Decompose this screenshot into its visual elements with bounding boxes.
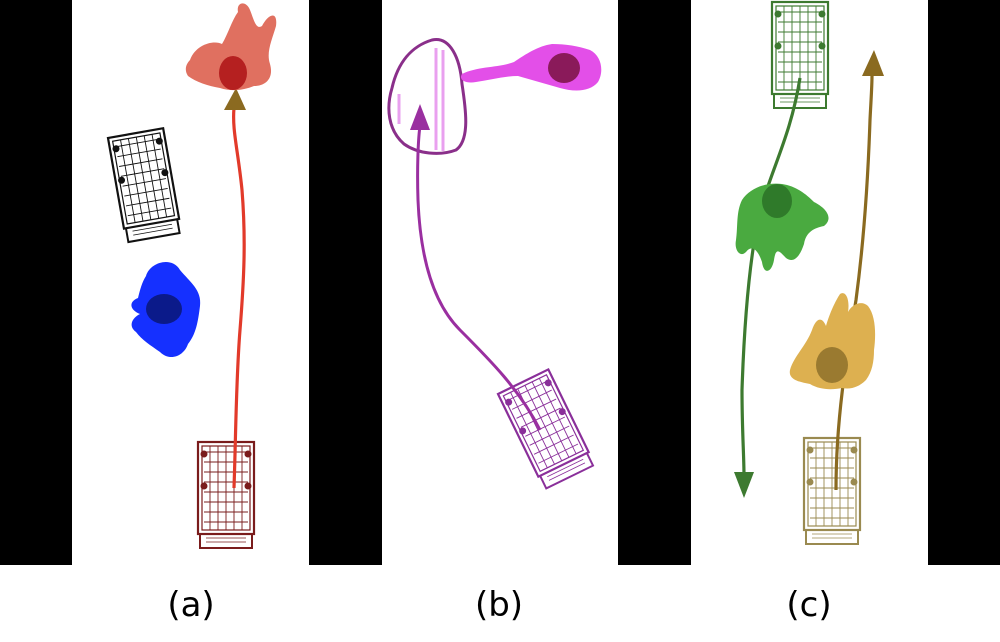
aisle-wall-1 [0, 0, 72, 565]
shopping-cart-icon [802, 436, 862, 546]
panel-label-b: (b) [474, 585, 524, 625]
trajectory-arrow-icon [224, 88, 246, 110]
shopping-cart-icon [196, 440, 256, 550]
panel-label-a: (a) [167, 585, 215, 625]
panel-c [734, 0, 884, 546]
trajectory-path [834, 75, 874, 491]
trajectory-arrow-icon [734, 472, 754, 498]
panel-b [387, 38, 602, 491]
person-top-view-icon [131, 262, 201, 358]
trajectory-path [416, 125, 542, 431]
aisle-wall-3 [618, 0, 691, 565]
shopping-cart-icon [106, 127, 183, 244]
panel-label-c: (c) [786, 585, 832, 625]
trajectory-path [232, 107, 246, 489]
person-top-view-icon [789, 293, 876, 390]
target-zone [387, 38, 468, 155]
aisle-wall-4 [928, 0, 1000, 565]
trajectory-arrow-icon [862, 50, 884, 76]
trajectory-arrow-icon [410, 104, 430, 130]
aisle-wall-2 [309, 0, 382, 565]
shopping-cart-icon [770, 0, 830, 110]
person-top-view-icon [735, 183, 829, 271]
person-top-view-icon [460, 44, 602, 91]
panel-a [106, 3, 277, 550]
person-top-view-icon [185, 3, 277, 91]
trajectory-path [740, 77, 802, 477]
